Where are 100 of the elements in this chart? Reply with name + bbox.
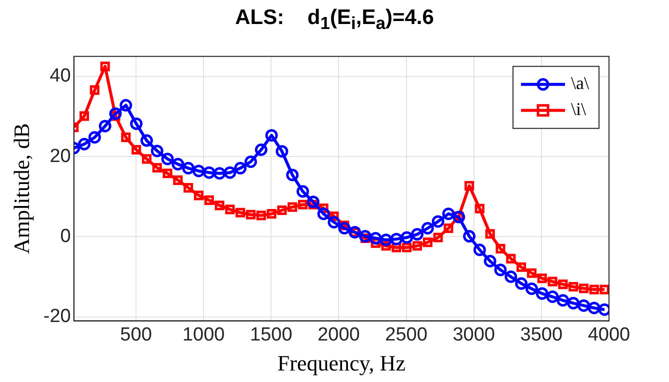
point [444, 223, 454, 234]
point [90, 85, 100, 95]
x-tick-label: 500 [120, 324, 152, 346]
point [277, 205, 287, 216]
point [506, 254, 516, 264]
point [78, 138, 91, 150]
chart-title: ALS: d$_{1}$(E$_{i}$,E$_{a}$)=4.6 [234, 6, 435, 34]
point [194, 190, 204, 200]
point [515, 277, 528, 290]
point [246, 210, 256, 220]
point [464, 181, 474, 191]
point [214, 200, 224, 210]
point [276, 145, 288, 158]
x-tick-label: 3500 [520, 324, 563, 346]
point [421, 222, 434, 235]
point [433, 232, 443, 242]
point [556, 294, 570, 307]
point [225, 204, 235, 214]
point [588, 302, 600, 314]
point [120, 99, 132, 112]
point [577, 299, 590, 312]
point [432, 215, 444, 228]
point [463, 230, 476, 243]
x-tick-label: 3000 [452, 324, 496, 346]
y-tick-label: 40 [50, 66, 71, 87]
point [192, 164, 205, 178]
point [244, 156, 258, 168]
point [109, 107, 122, 120]
point [204, 195, 214, 206]
y-tick-label: 20 [50, 146, 71, 167]
point [266, 209, 276, 219]
point [525, 282, 538, 295]
point [567, 296, 580, 310]
point [473, 244, 486, 256]
point [474, 204, 484, 214]
point [546, 290, 559, 304]
x-tick-label: 1000 [182, 324, 225, 346]
point [140, 134, 153, 147]
point [496, 244, 506, 254]
point [484, 254, 496, 268]
x-tick-label: 2000 [318, 324, 360, 346]
point [234, 162, 247, 174]
point [317, 208, 330, 220]
point [184, 183, 194, 193]
point [173, 175, 183, 185]
point [298, 200, 308, 210]
point [98, 120, 112, 132]
point [536, 287, 548, 300]
point [589, 284, 599, 294]
x-tick-label: 4000 [588, 324, 630, 346]
legend-label: \a\ [571, 73, 590, 94]
point [600, 284, 609, 294]
point [558, 280, 568, 290]
point [161, 152, 174, 166]
point [152, 162, 162, 173]
y-axis-title: Amplitude, dB [8, 123, 34, 254]
point [296, 185, 310, 198]
point [286, 168, 299, 182]
point [256, 210, 266, 220]
point [172, 158, 184, 170]
point [142, 154, 152, 164]
point [100, 62, 110, 72]
point [265, 129, 278, 142]
point [213, 167, 226, 180]
y-tick-label: -20 [43, 306, 71, 328]
point [130, 117, 143, 130]
point [254, 143, 268, 156]
point [400, 231, 414, 244]
legend-label: \i\ [571, 99, 586, 120]
point [568, 282, 578, 292]
point [537, 274, 547, 284]
point [132, 144, 142, 155]
point [150, 144, 164, 158]
point [182, 162, 195, 174]
point [548, 276, 558, 286]
point [224, 166, 236, 179]
point [422, 237, 432, 248]
point [410, 228, 424, 241]
point [236, 208, 246, 218]
y-tick-label: 0 [60, 226, 71, 247]
point [202, 166, 216, 179]
point [121, 132, 131, 142]
point [328, 216, 340, 228]
point [494, 264, 507, 276]
point [390, 232, 403, 246]
point [369, 232, 382, 245]
point [485, 229, 495, 239]
point [88, 131, 101, 144]
point [516, 262, 526, 272]
x-tick-label: 2500 [385, 324, 428, 346]
x-axis-title: Frequency, Hz [277, 350, 406, 376]
point [402, 242, 412, 252]
point [288, 202, 298, 212]
point [504, 270, 518, 283]
point [358, 230, 372, 243]
point [79, 111, 90, 121]
point [338, 222, 351, 235]
point [380, 234, 392, 246]
point [412, 241, 422, 251]
point [578, 284, 589, 294]
